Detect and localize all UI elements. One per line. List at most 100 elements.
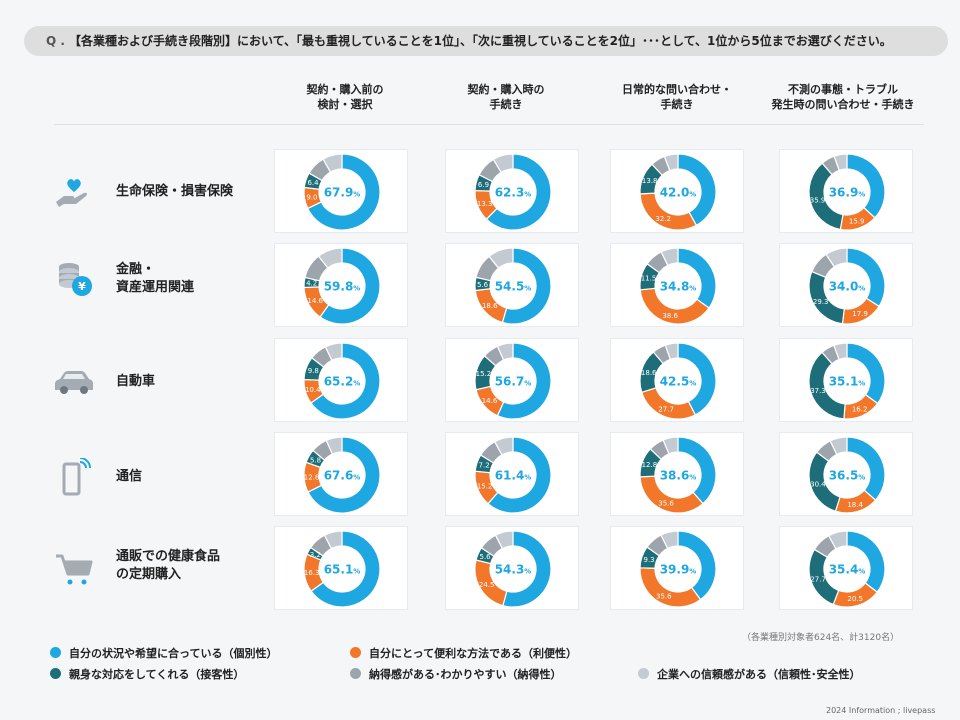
donut-slice-individuality — [310, 342, 381, 420]
slice-value-label: 5.6 — [480, 553, 492, 561]
row-label-line: 通販での健康食品 — [116, 549, 221, 564]
legend-swatch — [50, 647, 61, 658]
donut-chart: 18.4 30.436.5% — [808, 436, 886, 514]
row-label-line: 通信 — [116, 469, 143, 484]
column-header-line: 発生時の問い合わせ・手続き — [771, 98, 915, 111]
row-label-life-insurance: 生命保険・損害保険 — [116, 183, 233, 201]
donut-card: 13.3 6.9 62.3% — [445, 149, 579, 233]
center-value: 67.6% — [324, 469, 361, 483]
slice-value-label: 6.4 — [307, 179, 319, 187]
credit: 2024 Information ; livepass — [826, 706, 936, 715]
slice-value-label: 5.8 — [310, 456, 321, 464]
slice-value-label: 16.3 — [304, 569, 320, 577]
donut-chart: 17.9 29.334.0% — [808, 247, 886, 325]
donut-slice-trust — [827, 530, 848, 550]
donut-card: 24.5 5.6 54.3% — [445, 526, 579, 610]
column-header-before-purchase: 契約・購入前の 検討・選択 — [260, 82, 430, 112]
row-label-line: の定期購入 — [116, 567, 182, 582]
slice-value-label: 24.5 — [479, 581, 495, 589]
donut-slice-trust — [322, 153, 343, 173]
row-label-line: 金融・ — [116, 262, 156, 277]
slice-value-label: 9.0 — [306, 193, 317, 201]
slice-value-label: 18.6 — [641, 369, 657, 377]
donut-slice-individuality — [496, 342, 552, 420]
legend-swatch — [50, 668, 61, 679]
shopping-cart-icon — [56, 554, 93, 585]
donut-card: 14.6 4.2 59.8% — [274, 243, 408, 327]
legend-label: 納得感がある･わかりやすい（納得性） — [369, 668, 562, 681]
row-label-telecom: 通信 — [116, 468, 142, 486]
center-value: 54.5% — [495, 280, 532, 294]
donut-chart: 10.4 9.8 65.2% — [303, 342, 381, 420]
center-value: 54.3% — [495, 563, 532, 577]
donut-chart: 24.5 5.654.3% — [474, 530, 552, 608]
slice-value-label: 14.6 — [307, 297, 323, 305]
donut-slice-trust — [833, 153, 848, 172]
slice-value-label: 35.6 — [656, 592, 672, 600]
donut-card: 10.4 9.8 65.2% — [274, 338, 408, 422]
donut-slice-trust — [664, 342, 679, 361]
donut-chart: 16.3 3.265.1% — [303, 530, 381, 608]
slice-value-label: 38.6 — [662, 312, 678, 320]
donut-card: 17.9 29.3 34.0% — [779, 243, 913, 327]
slice-value-label: 13.8 — [642, 177, 658, 185]
donut-slice-individuality — [306, 153, 381, 231]
legend-label: 自分の状況や希望に合っている（個別性） — [69, 647, 278, 660]
slice-value-label: 30.4 — [810, 481, 826, 489]
donut-card: 35.6 12.8 38.6% — [610, 432, 744, 516]
donut-chart: 20.5 27.735.4% — [808, 530, 886, 608]
slice-value-label: 13.3 — [477, 200, 493, 208]
slice-value-label: 15.2 — [476, 370, 492, 378]
donut-slice-individuality — [307, 436, 381, 514]
slice-value-label: 16.2 — [852, 405, 868, 413]
slice-value-label: 12.8 — [304, 473, 320, 481]
center-value: 62.3% — [495, 186, 532, 200]
donut-slice-trust — [323, 530, 343, 550]
donut-card: 18.4 30.4 36.5% — [779, 432, 913, 516]
slice-value-label: 27.7 — [810, 575, 826, 583]
donut-slice-individuality — [310, 530, 381, 608]
donut-slice-trust — [829, 436, 848, 456]
donut-chart: 35.6 9.3 39.9% — [639, 530, 717, 608]
donut-chart: 16.2 37.335.1% — [808, 342, 886, 420]
donut-card: 14.6 15.2 56.7% — [445, 338, 579, 422]
row-label-health-food: 通販での健康食品 の定期購入 — [116, 548, 220, 584]
slice-value-label: 35.9 — [810, 197, 826, 205]
donut-card: 9.0 6.4 67.9% — [274, 149, 408, 233]
donut-chart: 14.6 4.2 59.8% — [303, 247, 381, 325]
donut-chart: 15.9 35.936.9% — [808, 153, 886, 231]
center-value: 65.1% — [324, 563, 361, 577]
donut-chart: 27.7 18.642.5% — [639, 342, 717, 420]
donut-card: 15.9 35.9 36.9% — [779, 149, 913, 233]
slice-value-label: 17.9 — [852, 310, 868, 318]
donut-chart: 32.2 13.842.0% — [639, 153, 717, 231]
donut-slice-individuality — [487, 436, 552, 514]
donut-card: 38.6 11.5 34.8% — [610, 243, 744, 327]
center-value: 56.7% — [495, 375, 532, 389]
donut-card: 16.2 37.3 35.1% — [779, 338, 913, 422]
column-header-line: 不測の事態・トラブル — [788, 83, 898, 96]
donut-slice-convenience — [640, 387, 697, 420]
question-mark: Q . — [46, 34, 65, 48]
car-icon — [55, 371, 93, 394]
column-header-daily-inquiry: 日常的な問い合わせ・ 手続き — [592, 82, 762, 112]
slice-value-label: 15.9 — [849, 217, 865, 225]
slice-value-label: 14.6 — [482, 397, 498, 405]
slice-value-label: 18.6 — [482, 302, 498, 310]
center-value: 35.1% — [829, 375, 866, 389]
center-value: 39.9% — [660, 563, 697, 577]
donut-slice-individuality — [501, 247, 552, 325]
legend-convenience: 自分にとって便利な方法である（利便性） — [350, 647, 577, 661]
center-value: 65.2% — [324, 375, 361, 389]
slice-value-label: 9.3 — [644, 556, 655, 564]
center-value: 36.5% — [829, 469, 866, 483]
row-label-line: 資産運用関連 — [116, 280, 195, 295]
center-value: 61.4% — [495, 469, 532, 483]
donut-card: 16.3 3.2 65.1% — [274, 526, 408, 610]
legend-swatch — [638, 668, 649, 679]
slice-value-label: 4.2 — [306, 280, 317, 288]
row-label-line: 自動車 — [116, 374, 156, 389]
legend-persuasiveness: 納得感がある･わかりやすい（納得性） — [350, 668, 562, 682]
donut-slice-trust — [825, 247, 848, 268]
legend-label: 親身な対応をしてくれる（接客性） — [69, 668, 245, 681]
